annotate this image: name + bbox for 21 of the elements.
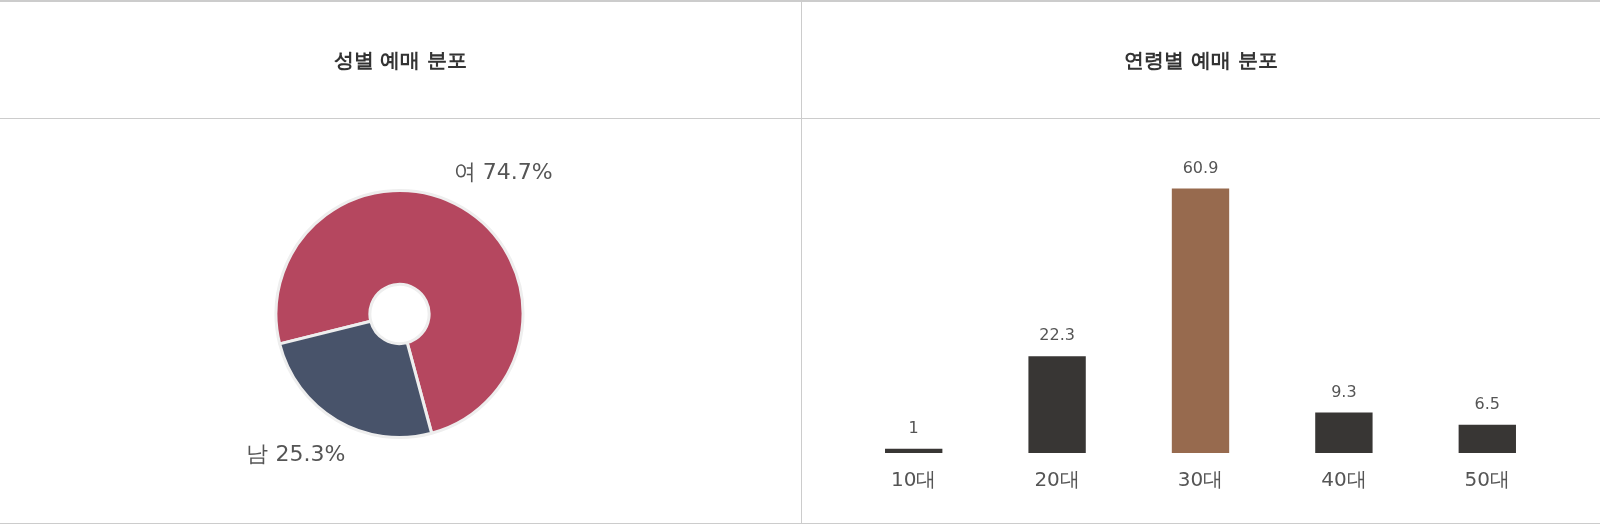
x-tick-label: 10대 xyxy=(890,467,937,492)
bar xyxy=(1315,412,1373,453)
data-label: 1 xyxy=(908,417,919,437)
chart-title: 연령별 예매 분포 xyxy=(802,2,1600,119)
bar xyxy=(1171,188,1230,453)
x-tick-label: 40대 xyxy=(1321,467,1367,492)
x-tick-label: 20대 xyxy=(1034,467,1080,492)
x-tick-label: 50대 xyxy=(1464,467,1511,492)
x-tick-label: 30대 xyxy=(1177,467,1224,492)
data-label: 74.7% xyxy=(482,158,553,184)
data-label: 9.3 xyxy=(1331,381,1357,401)
data-label: 25.3% xyxy=(275,440,346,466)
bar xyxy=(1028,356,1086,453)
bar xyxy=(885,448,943,453)
data-label: 6.5 xyxy=(1474,393,1501,413)
slice-label: 남 xyxy=(246,440,269,466)
data-label: 60.9 xyxy=(1182,157,1219,177)
slice-label: 여 xyxy=(453,158,476,184)
data-label: 22.3 xyxy=(1039,325,1075,345)
bar xyxy=(1458,424,1516,453)
chart-title: 성별 예매 분포 xyxy=(0,2,801,119)
